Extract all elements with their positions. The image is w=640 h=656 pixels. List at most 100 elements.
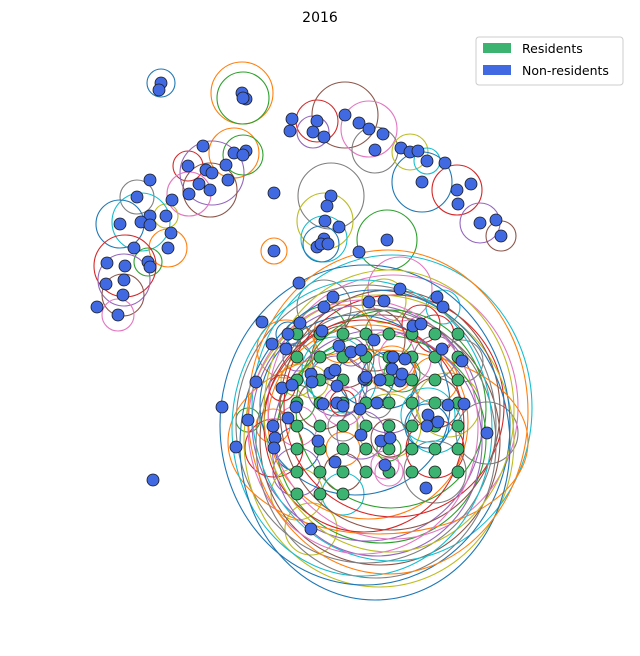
non-resident-point (326, 290, 340, 304)
contour-ring (284, 502, 338, 556)
non-resident-point (377, 294, 391, 308)
non-resident-point (305, 375, 319, 389)
non-resident-point (338, 108, 352, 122)
non-resident-point (236, 91, 250, 105)
non-resident-point (130, 190, 144, 204)
non-resident-point (219, 158, 233, 172)
contour-envelope (235, 284, 497, 564)
non-resident-point (281, 327, 295, 341)
non-resident-point (317, 130, 331, 144)
non-resident-point (99, 277, 113, 291)
non-resident-point (385, 362, 399, 376)
resident-point (313, 487, 327, 501)
resident-point (290, 465, 304, 479)
non-resident-point (267, 244, 281, 258)
non-resident-point (328, 363, 342, 377)
resident-point (336, 419, 350, 433)
non-resident-point (267, 186, 281, 200)
resident-point (428, 373, 442, 387)
non-resident-point (420, 154, 434, 168)
non-resident-point (332, 220, 346, 234)
resident-point (313, 419, 327, 433)
legend-swatch-residents (483, 43, 511, 53)
non-resident-point (249, 375, 263, 389)
contour-ring (133, 247, 163, 277)
non-resident-point (455, 354, 469, 368)
non-resident-point (146, 473, 160, 487)
contour-ring (368, 345, 416, 393)
non-resident-point (378, 458, 392, 472)
non-resident-point (241, 413, 255, 427)
non-resident-point (310, 114, 324, 128)
contour-ring (361, 278, 407, 324)
non-resident-point (283, 124, 297, 138)
non-resident-point (143, 260, 157, 274)
non-resident-point (205, 166, 219, 180)
non-resident-point (436, 300, 450, 314)
non-resident-point (311, 434, 325, 448)
non-resident-point (320, 199, 334, 213)
non-resident-point (292, 276, 306, 290)
non-resident-point (368, 143, 382, 157)
contour-envelope (247, 249, 529, 575)
non-resident-point (367, 333, 381, 347)
resident-point (451, 442, 465, 456)
contour-layer (93, 61, 533, 601)
non-resident-point (90, 300, 104, 314)
non-resident-point (353, 402, 367, 416)
non-resident-point (316, 397, 330, 411)
non-resident-point (398, 352, 412, 366)
non-resident-point (159, 209, 173, 223)
non-resident-point (306, 125, 320, 139)
non-resident-point (414, 317, 428, 331)
contour-ring (400, 387, 456, 443)
contour-ring (367, 256, 433, 322)
non-resident-point (330, 379, 344, 393)
non-resident-point (336, 399, 350, 413)
contour-ring (97, 253, 151, 307)
contour-ring (311, 81, 379, 149)
resident-point (336, 442, 350, 456)
non-resident-point (315, 324, 329, 338)
non-resident-point (332, 339, 346, 353)
non-resident-point (464, 177, 478, 191)
non-resident-point (395, 367, 409, 381)
contour-envelope (267, 274, 519, 540)
non-resident-point (431, 415, 445, 429)
non-resident-point (196, 139, 210, 153)
non-resident-point (380, 233, 394, 247)
legend-swatch-non-residents (483, 65, 511, 75)
non-resident-point (489, 213, 503, 227)
legend-label-residents: Residents (522, 41, 583, 56)
non-resident-point (285, 112, 299, 126)
legend-frame (475, 36, 624, 86)
contour-ring (431, 164, 483, 216)
chart-title: 2016 (302, 10, 338, 26)
non-resident-point (352, 245, 366, 259)
contour-ring (119, 179, 155, 215)
contour-ring (391, 133, 429, 171)
non-resident-point (430, 290, 444, 304)
contour-envelope (219, 264, 511, 586)
resident-point (359, 442, 373, 456)
non-resident-point (435, 342, 449, 356)
contour-ring (340, 100, 398, 158)
non-resident-point (328, 455, 342, 469)
resident-point (336, 327, 350, 341)
non-resident-point (152, 83, 166, 97)
contour-ring (370, 418, 410, 458)
non-resident-point (100, 256, 114, 270)
contour-envelope (283, 294, 505, 518)
non-resident-point (359, 370, 373, 384)
non-resident-point (386, 350, 400, 364)
legend-label-non-residents: Non-residents (522, 63, 609, 78)
non-resident-point (362, 122, 376, 136)
non-resident-point (215, 400, 229, 414)
resident-point (428, 327, 442, 341)
contour-ring (455, 401, 519, 465)
contour-envelope (243, 294, 515, 588)
non-resident-point (143, 173, 157, 187)
non-resident-point (362, 295, 376, 309)
contour-ring (302, 225, 340, 263)
contour-envelope (263, 269, 515, 553)
